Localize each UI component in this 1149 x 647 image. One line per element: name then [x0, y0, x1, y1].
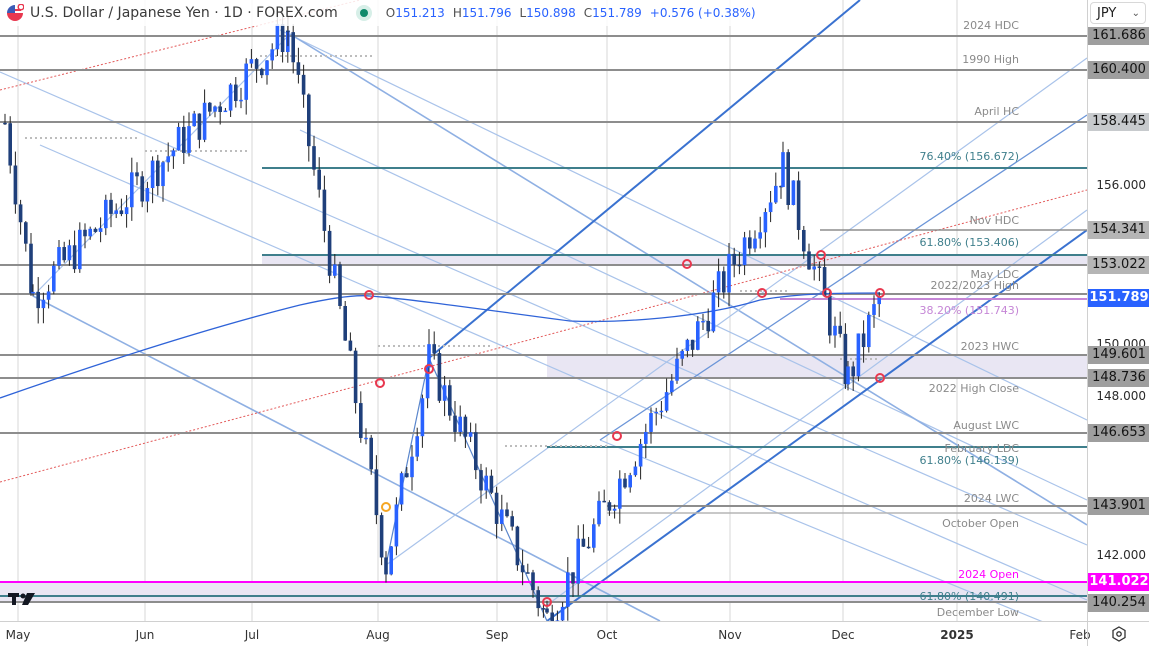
change-value: +0.576 (+0.38%): [649, 6, 756, 20]
current-price-label: 151.789: [1088, 289, 1149, 307]
level-label-december-low: December Low: [936, 606, 1019, 619]
level-label-2023-hwc: 2023 HWC: [960, 340, 1019, 353]
price-label-nov-hdc: 154.341: [1088, 221, 1149, 239]
dotted-trendline: [0, 189, 1087, 483]
time-label-nov: Nov: [718, 628, 742, 642]
level-label-may-ldc: May LDC: [970, 268, 1019, 281]
time-label-2025: 2025: [940, 628, 974, 642]
ohlc-values: O151.213 H151.796 L150.898 C151.789 +0.5…: [386, 6, 756, 20]
close-value: 151.789: [592, 6, 642, 20]
level-label-fib-76: 76.40% (156.672): [919, 150, 1019, 163]
high-value: 151.796: [461, 6, 512, 20]
level-label-april-hc: April HC: [974, 105, 1019, 118]
price-label-december-low: 140.254: [1088, 594, 1149, 612]
price-tick: 142.000: [1096, 548, 1146, 562]
price-label-2024-hdc: 161.686: [1088, 27, 1149, 45]
level-label-2024-hdc: 2024 HDC: [963, 19, 1019, 32]
chart-header: U.S. Dollar / Japanese Yen · 1D · FOREX.…: [0, 0, 762, 26]
price-label-may-ldc: 153.022: [1088, 256, 1149, 274]
level-label-august-lwc: August LWC: [953, 419, 1019, 432]
price-tick: 148.000: [1096, 389, 1146, 403]
time-axis[interactable]: May Jun Jul Aug Sep Oct Nov Dec 2025 Feb: [0, 621, 1091, 647]
gear-icon: [1111, 626, 1126, 642]
chart-canvas[interactable]: 2024 HDC 1990 High April HC 76.40% (156.…: [0, 0, 1087, 621]
symbol-title[interactable]: U.S. Dollar / Japanese Yen · 1D · FOREX.…: [30, 5, 338, 21]
ascending-channel: [428, 0, 1087, 621]
level-label-fib-618-upper: 61.80% (153.406): [919, 236, 1019, 249]
time-label-aug: Aug: [366, 628, 390, 642]
level-label-2022-high-close: 2022 High Close: [928, 382, 1019, 395]
price-label-1990-high: 160.400: [1088, 61, 1149, 79]
level-label-1990-high: 1990 High: [962, 53, 1019, 66]
low-value: 150.898: [526, 6, 576, 20]
level-label-nov-hdc: Nov HDC: [969, 214, 1019, 227]
time-label-jul: Jul: [244, 628, 260, 642]
pivot-markers: [364, 250, 885, 607]
us-jp-flag-icon: [6, 3, 25, 22]
grid-lines: [17, 0, 958, 621]
price-label-2022-high-close: 148.736: [1088, 369, 1149, 387]
price-axis[interactable]: 156.000 150.000 148.000 142.000 161.686 …: [1087, 0, 1149, 621]
level-label-2024-lwc: 2024 LWC: [963, 492, 1019, 505]
open-label: O: [385, 6, 396, 20]
level-label-february-ldc: February LDC: [944, 442, 1019, 455]
price-label-august-lwc: 146.653: [1088, 424, 1149, 442]
price-label-2024-lwc: 143.901: [1088, 497, 1149, 515]
level-label-2024-open: 2024 Open: [958, 568, 1019, 581]
horizontal-levels: [0, 35, 1087, 603]
currency-value: JPY: [1097, 6, 1117, 21]
tradingview-logo-icon[interactable]: [8, 591, 40, 607]
level-label-fib-618-mid: 61.80% (146.139): [919, 454, 1019, 467]
price-label-april-hc: 158.445: [1088, 113, 1149, 131]
descending-pitchfork-lines: [0, 29, 1087, 621]
high-label: H: [452, 6, 462, 20]
price-label-2023-hwc: 149.601: [1088, 346, 1149, 364]
level-label-2022-2023-high: 2022/2023 High: [930, 279, 1019, 292]
currency-select[interactable]: JPY ⌄: [1090, 2, 1146, 24]
low-label: L: [519, 6, 527, 20]
market-status-indicator: [359, 9, 368, 17]
close-label: C: [583, 6, 593, 20]
time-label-jun: Jun: [135, 628, 155, 642]
level-label-october-open: October Open: [942, 517, 1019, 530]
descending-channel: [32, 33, 1087, 621]
moving-average-line: [0, 292, 881, 399]
time-label-may: May: [5, 628, 31, 642]
time-label-oct: Oct: [596, 628, 618, 642]
time-label-sep: Sep: [485, 628, 509, 642]
chart-settings-button[interactable]: [1087, 621, 1149, 646]
level-label-fib-618-lower: 61.80% (140.491): [919, 590, 1019, 603]
time-label-dec: Dec: [831, 628, 855, 642]
price-chart[interactable]: [0, 0, 1087, 621]
candlesticks: [3, 9, 881, 621]
price-label-2024-open: 141.022: [1088, 573, 1149, 591]
level-label-fib-382: 38.20% (151.743): [919, 304, 1019, 317]
dotted-levels: [25, 55, 880, 447]
chevron-down-icon: ⌄: [1131, 8, 1140, 19]
price-tick: 156.000: [1096, 178, 1146, 192]
open-value: 151.213: [395, 6, 445, 20]
time-label-feb: Feb: [1069, 628, 1091, 642]
